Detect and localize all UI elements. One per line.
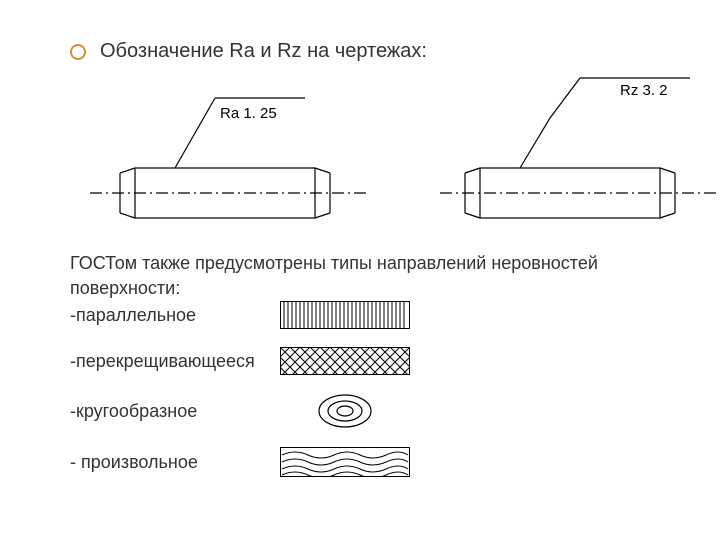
pattern-parallel-icon [280, 301, 410, 329]
pattern-random-icon [280, 447, 410, 477]
rz-label: Rz 3. 2 [620, 82, 668, 99]
drawing-rz: Rz 3. 2 [440, 73, 720, 223]
body-line-2: поверхности: [70, 278, 670, 299]
row-circular: -кругообразное [70, 393, 670, 429]
label-circular: -кругообразное [70, 401, 280, 422]
row-cross: -перекрещивающееся [70, 347, 670, 375]
row-random: - произвольное [70, 447, 670, 477]
label-random: - произвольное [70, 452, 280, 473]
label-parallel: -параллельное [70, 305, 280, 326]
label-cross: -перекрещивающееся [70, 351, 280, 372]
pattern-cross-icon [280, 347, 410, 375]
drawings-row: Ra 1. 25 Rz 3. 2 [90, 73, 670, 223]
ra-label: Ra 1. 25 [220, 105, 277, 122]
page-title: Обозначение Ra и Rz на чертежах: [100, 40, 427, 63]
body-line-1: ГОСТом также предусмотрены типы направле… [70, 253, 670, 274]
row-parallel: -параллельное [70, 301, 670, 329]
drawing-ra: Ra 1. 25 [90, 73, 370, 223]
bullet-icon [70, 44, 86, 60]
pattern-circular-icon [280, 393, 410, 429]
